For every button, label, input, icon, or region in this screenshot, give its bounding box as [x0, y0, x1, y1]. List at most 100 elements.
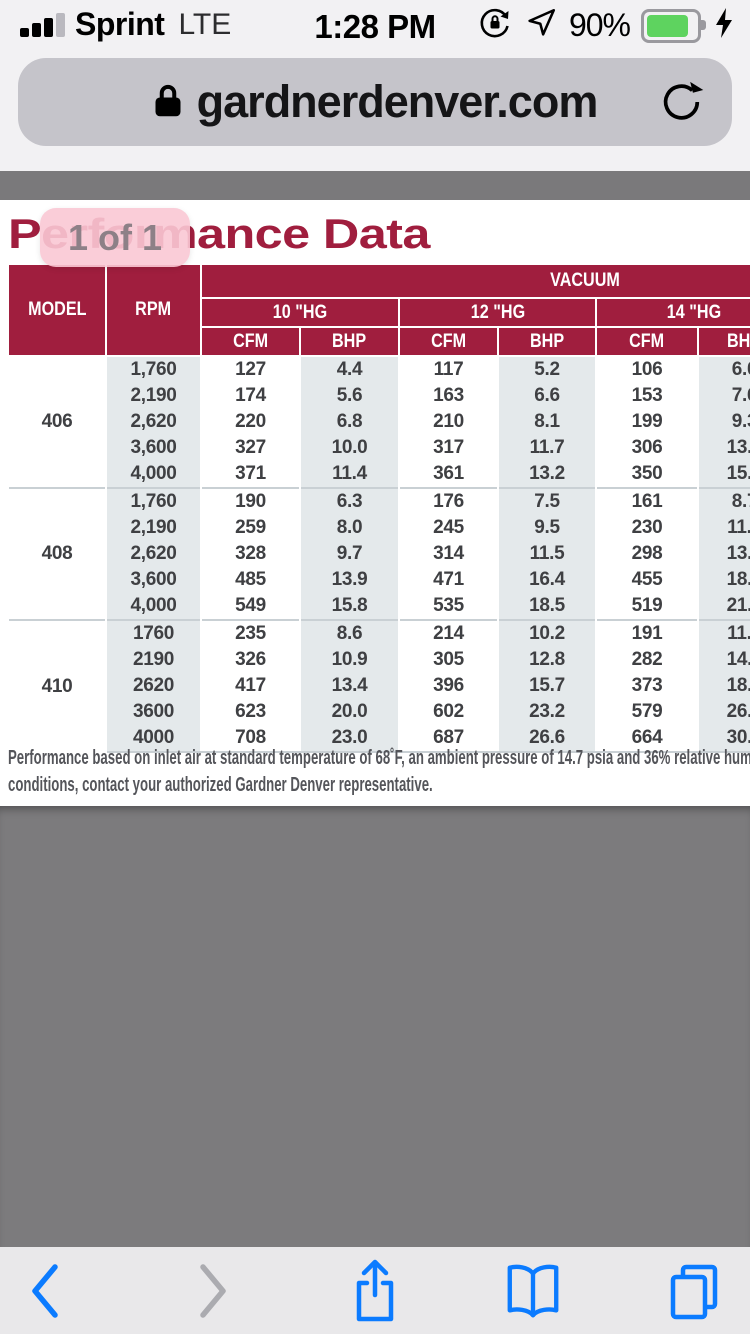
value-cell: 305	[398, 647, 499, 673]
header-model: MODEL	[7, 263, 107, 357]
value-cell: 220	[200, 409, 301, 435]
location-arrow-icon	[524, 6, 558, 45]
value-cell: 30.1	[697, 725, 750, 753]
value-cell: 190	[200, 487, 301, 515]
value-cell: 23.0	[299, 725, 400, 753]
value-cell: 210	[398, 409, 499, 435]
rpm-cell: 4,000	[105, 461, 202, 488]
value-cell: 9.7	[299, 541, 400, 567]
value-cell: 623	[200, 699, 301, 725]
web-page: Performance Data 1 of 1 MODEL RPM VACUUM	[0, 200, 750, 806]
value-cell: 361	[398, 461, 499, 488]
value-cell: 7.6	[697, 383, 750, 409]
value-cell: 26.6	[497, 725, 597, 753]
rpm-cell: 4000	[105, 725, 202, 753]
charging-bolt-icon	[712, 6, 736, 45]
rpm-cell: 4,000	[105, 593, 202, 620]
value-cell: 5.6	[299, 383, 400, 409]
rpm-cell: 1,760	[105, 487, 202, 515]
header-14hg: 14 "HG	[595, 297, 750, 328]
header-cfm: CFM	[398, 326, 499, 357]
value-cell: 15.8	[299, 593, 400, 620]
value-cell: 13.2	[497, 461, 597, 488]
rpm-cell: 2620	[105, 673, 202, 699]
value-cell: 326	[200, 647, 301, 673]
value-cell: 199	[595, 409, 699, 435]
header-cfm: CFM	[200, 326, 301, 357]
value-cell: 245	[398, 515, 499, 541]
value-cell: 191	[595, 619, 699, 647]
battery-icon	[641, 8, 706, 43]
value-cell: 579	[595, 699, 699, 725]
header-bhp: BHP	[497, 326, 597, 357]
status-right: 90%	[477, 5, 736, 46]
value-cell: 549	[200, 593, 301, 620]
value-cell: 687	[398, 725, 499, 753]
value-cell: 214	[398, 619, 499, 647]
header-12hg: 12 "HG	[398, 297, 597, 328]
bookmarks-button[interactable]	[503, 1259, 563, 1323]
value-cell: 11.4	[299, 461, 400, 488]
value-cell: 235	[200, 619, 301, 647]
tabs-button[interactable]	[664, 1259, 724, 1323]
value-cell: 163	[398, 383, 499, 409]
value-cell: 350	[595, 461, 699, 488]
value-cell: 127	[200, 356, 301, 383]
header-bhp: BHP	[299, 326, 400, 357]
value-cell: 18.1	[697, 673, 750, 699]
value-cell: 176	[398, 487, 499, 515]
carrier-label: Sprint	[75, 6, 165, 42]
status-left: Sprint LTE	[20, 6, 231, 43]
below-page-background	[0, 806, 750, 1247]
rpm-cell: 2,190	[105, 383, 202, 409]
value-cell: 455	[595, 567, 699, 593]
network-type-label: LTE	[178, 7, 232, 41]
value-cell: 417	[200, 673, 301, 699]
value-cell: 471	[398, 567, 499, 593]
value-cell: 9.3	[697, 409, 750, 435]
value-cell: 5.2	[497, 356, 597, 383]
header-rpm: RPM	[105, 263, 202, 357]
value-cell: 230	[595, 515, 699, 541]
value-cell: 16.4	[497, 567, 597, 593]
footnote-line-2: conditions, contact your authorized Gard…	[8, 774, 433, 796]
rpm-cell: 2,620	[105, 409, 202, 435]
value-cell: 371	[200, 461, 301, 488]
value-cell: 298	[595, 541, 699, 567]
value-cell: 21.1	[697, 593, 750, 620]
value-cell: 259	[200, 515, 301, 541]
footnote: Performance based on inlet air at standa…	[8, 745, 750, 799]
status-bar: Sprint LTE 1:28 PM 90%	[0, 0, 750, 46]
forward-button[interactable]	[183, 1259, 243, 1323]
value-cell: 8.0	[299, 515, 400, 541]
value-cell: 117	[398, 356, 499, 383]
value-cell: 535	[398, 593, 499, 620]
value-cell: 306	[595, 435, 699, 461]
value-cell: 18.5	[497, 593, 597, 620]
reload-button[interactable]	[658, 78, 706, 126]
value-cell: 15.7	[497, 673, 597, 699]
value-cell: 664	[595, 725, 699, 753]
signal-bars-icon	[20, 12, 65, 37]
model-cell: 406	[7, 356, 107, 488]
back-button[interactable]	[15, 1259, 75, 1323]
page-top-shadow-strip	[0, 171, 750, 201]
value-cell: 174	[200, 383, 301, 409]
value-cell: 519	[595, 593, 699, 620]
safari-toolbar	[0, 1247, 750, 1334]
url-bar[interactable]: gardnerdenver.com	[18, 58, 732, 146]
value-cell: 13.1	[697, 435, 750, 461]
value-cell: 12.8	[497, 647, 597, 673]
value-cell: 6.8	[299, 409, 400, 435]
model-cell: 410	[7, 619, 107, 752]
value-cell: 373	[595, 673, 699, 699]
rpm-cell: 2,190	[105, 515, 202, 541]
share-button[interactable]	[345, 1259, 405, 1323]
